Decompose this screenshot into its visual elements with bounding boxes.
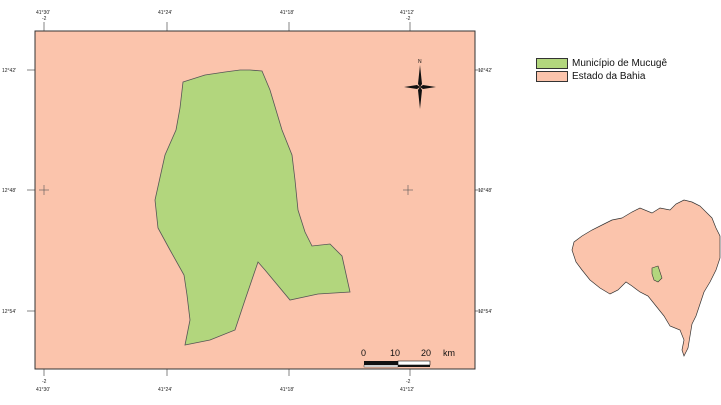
bottom-tick-2: 41°24' [158, 387, 172, 393]
legend-label-municipio: Município de Mucugê [572, 58, 668, 69]
right-graticule-ticks: 12°42' 12°48' 12°54' [475, 68, 492, 315]
top-tick-4-sub: -2 [406, 16, 411, 22]
scale-unit: km [443, 348, 455, 358]
right-tick-3: 12°54' [478, 309, 492, 315]
scale-label-20: 20 [421, 348, 431, 358]
graticule-crosses [39, 185, 413, 195]
bottom-tick-4: 41°12' [400, 387, 414, 393]
left-graticule-ticks: 12°42' 12°48' 12°54' [2, 68, 35, 315]
legend-swatch-estado [536, 71, 568, 82]
legend-item-estado: Estado da Bahia [536, 70, 667, 83]
scale-bar: 0 10 20 km [361, 348, 455, 368]
legend-label-estado: Estado da Bahia [572, 71, 646, 82]
top-tick-1: 41°30' [36, 10, 50, 16]
left-tick-2: 12°48' [2, 188, 16, 194]
right-tick-1: 12°42' [478, 68, 492, 74]
top-tick-3: 41°18' [280, 10, 294, 16]
bottom-graticule-ticks: -2 41°30' 41°24' 41°18' -2 41°12' [36, 369, 414, 393]
right-tick-2: 12°48' [478, 188, 492, 194]
bottom-tick-1-sub: -2 [42, 379, 47, 385]
bottom-tick-4-sub: -2 [406, 379, 411, 385]
north-arrow-icon: N [404, 59, 436, 109]
top-tick-4: 41°12' [400, 10, 414, 16]
top-tick-2: 41°24' [158, 10, 172, 16]
top-tick-1-sub: -2 [42, 16, 47, 22]
mucuge-inset-polygon [651, 265, 663, 283]
left-tick-3: 12°54' [2, 309, 16, 315]
scale-label-0: 0 [361, 348, 366, 358]
left-tick-1: 12°42' [2, 68, 16, 74]
bottom-tick-1: 41°30' [36, 387, 50, 393]
legend-item-municipio: Município de Mucugê [536, 57, 667, 70]
top-graticule-ticks: 41°30' -2 41°24' 41°18' 41°12' -2 [36, 10, 414, 31]
legend-swatch-municipio [536, 58, 568, 69]
scale-label-10: 10 [390, 348, 400, 358]
mucuge-municipality-polygon [154, 69, 351, 346]
bahia-state-polygon [571, 199, 721, 357]
north-label: N [418, 59, 422, 65]
legend: Município de Mucugê Estado da Bahia [536, 57, 667, 83]
bottom-tick-3: 41°18' [280, 387, 294, 393]
bahia-inset-map [571, 199, 721, 357]
